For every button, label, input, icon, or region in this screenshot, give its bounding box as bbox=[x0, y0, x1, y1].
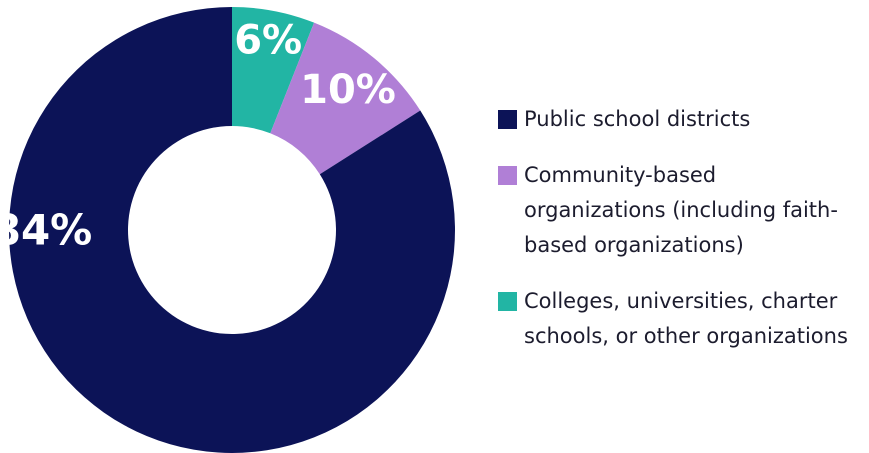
slice-colleges-universities bbox=[232, 7, 315, 134]
slice-label-colleges-universities: 6% bbox=[234, 17, 302, 63]
legend-item-public-school-districts: Public school districts bbox=[498, 102, 858, 137]
legend-swatch-colleges-universities bbox=[498, 292, 517, 311]
legend-label-colleges-universities: Colleges, universities, charter schools,… bbox=[524, 289, 848, 348]
donut-chart: 6%10% 84% bbox=[0, 7, 455, 453]
slice-labels: 6%10% 84% bbox=[0, 17, 396, 254]
chart-legend: Public school districts Community-based … bbox=[498, 102, 858, 375]
slice-community-based-organizations bbox=[270, 22, 421, 175]
legend-swatch-public-school-districts bbox=[498, 110, 517, 129]
legend-label-community-based-organizations: Community-based organizations (including… bbox=[524, 163, 838, 257]
legend-label-public-school-districts: Public school districts bbox=[524, 107, 751, 131]
slice-label-community-based-organizations: 10% bbox=[300, 67, 396, 113]
slice-public-school-districts bbox=[9, 7, 455, 453]
legend-item-colleges-universities: Colleges, universities, charter schools,… bbox=[498, 284, 858, 354]
donut-slices bbox=[9, 7, 455, 453]
legend-item-community-based-organizations: Community-based organizations (including… bbox=[498, 158, 858, 263]
slice-label-public-school-districts: 84% bbox=[0, 206, 92, 255]
legend-swatch-community-based-organizations bbox=[498, 166, 517, 185]
